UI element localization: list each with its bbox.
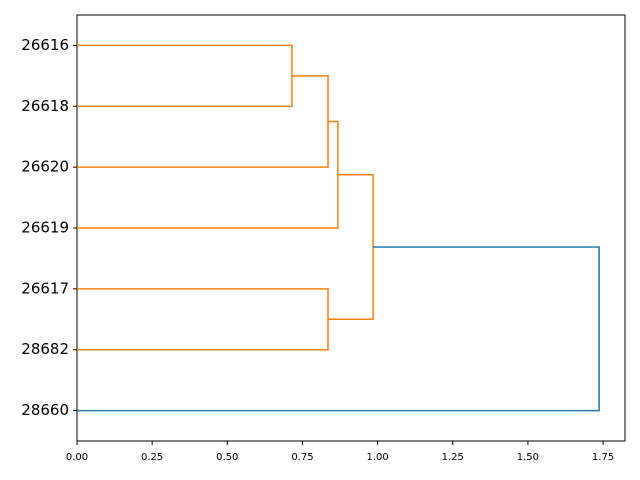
x-tick-label: 1.00	[366, 452, 388, 463]
leaf-label: 26616	[21, 36, 69, 54]
link	[328, 174, 374, 321]
x-tick-label: 0.50	[216, 452, 238, 463]
link	[77, 75, 329, 168]
x-tick-label: 1.75	[592, 452, 614, 463]
x-tick-label: 1.25	[442, 452, 464, 463]
leaf-label: 26618	[21, 97, 69, 115]
x-tick-label: 0.75	[291, 452, 313, 463]
leaf-label: 28660	[21, 401, 69, 419]
leaf-label: 28682	[21, 340, 69, 358]
leaf-label: 26619	[21, 219, 69, 237]
leaf-label: 26617	[21, 279, 69, 297]
link	[77, 44, 293, 108]
x-tick-label: 1.50	[517, 452, 539, 463]
x-tick-label: 0.00	[66, 452, 88, 463]
link	[77, 288, 329, 351]
x-tick-label: 0.25	[141, 452, 163, 463]
leaf-label: 26620	[21, 158, 69, 176]
link	[77, 120, 339, 229]
link	[77, 246, 600, 412]
